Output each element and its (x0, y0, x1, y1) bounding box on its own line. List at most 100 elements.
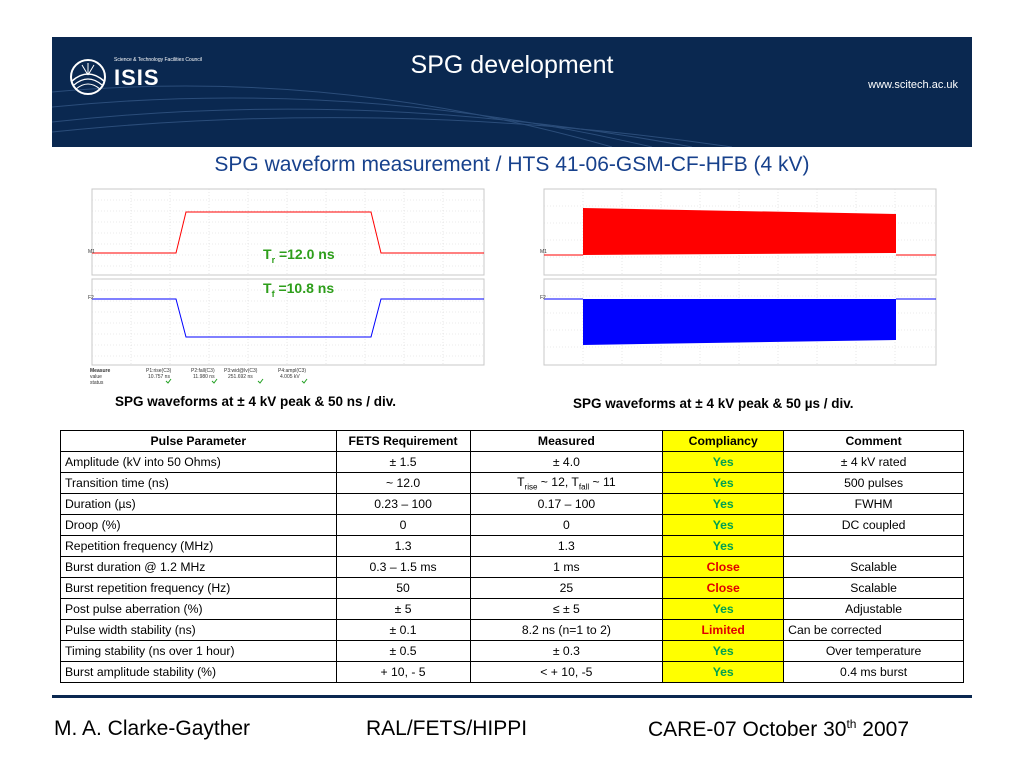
measure-param: P2:fall(C3) (191, 368, 215, 374)
check-icon (211, 378, 218, 384)
isis-logo-text: ISIS (114, 65, 160, 90)
compliancy-cell: Close (662, 556, 785, 578)
trace-red (92, 211, 484, 254)
footer-divider (52, 695, 972, 698)
measure-value: 11.980 ns (193, 374, 215, 380)
header-decoration (52, 85, 733, 147)
measured-cell: 0.17 – 100 (469, 493, 664, 515)
compliancy-cell: Yes (662, 640, 785, 662)
check-icon (257, 378, 264, 384)
table-row: Burst amplitude stability (%) + 10, - 5 … (60, 661, 964, 683)
compliancy-cell: Yes (662, 661, 785, 683)
requirement-cell: 0.3 – 1.5 ms (335, 556, 471, 578)
table-row: Repetition frequency (MHz) 1.3 1.3 Yes (60, 535, 964, 557)
table-row: Post pulse aberration (%) ± 5 ≤ ± 5 Yes … (60, 598, 964, 620)
requirement-cell: ~ 12.0 (335, 472, 471, 494)
compliancy-cell: Limited (662, 619, 785, 641)
svg-text:F2: F2 (88, 295, 94, 301)
param-cell: Pulse width stability (ns) (60, 619, 337, 641)
compliancy-cell: Yes (662, 514, 785, 536)
param-cell: Burst duration @ 1.2 MHz (60, 556, 337, 578)
measure-value: 251.692 ns (228, 374, 253, 380)
measure-value: 10.757 ns (148, 374, 170, 380)
measure-param: P1:rise(C3) (146, 368, 172, 374)
footer-project: RAL/FETS/HIPPI (366, 717, 528, 740)
measured-cell: < + 10, -5 (469, 661, 664, 683)
param-cell: Transition time (ns) (60, 472, 337, 494)
comment-cell: FWHM (783, 493, 964, 515)
isis-logo-icon (70, 59, 106, 95)
measured-cell: ± 0.3 (469, 640, 664, 662)
comment-cell: Over temperature (783, 640, 964, 662)
requirement-cell: ± 0.1 (335, 619, 471, 641)
comment-cell: Can be corrected (783, 619, 964, 641)
header-banner: Science & Technology Facilities Council … (52, 37, 972, 147)
measure-row-label: Measure (90, 368, 111, 374)
table-row: Transition time (ns) ~ 12.0 Trise ~ 12, … (60, 472, 964, 494)
table-row: Amplitude (kV into 50 Ohms) ± 1.5 ± 4.0 … (60, 451, 964, 473)
header-url: www.scitech.ac.uk (868, 79, 958, 91)
comment-cell (783, 535, 964, 557)
trace-blue (92, 298, 484, 338)
compliancy-cell: Yes (662, 535, 785, 557)
caption-right: SPG waveforms at ± 4 kV peak & 50 µs / d… (573, 396, 854, 411)
measured-cell: 1 ms (469, 556, 664, 578)
param-cell: Timing stability (ns over 1 hour) (60, 640, 337, 662)
comment-cell: Scalable (783, 556, 964, 578)
table-row: Burst duration @ 1.2 MHz 0.3 – 1.5 ms 1 … (60, 556, 964, 578)
compliancy-cell: Yes (662, 451, 785, 473)
compliancy-cell: Yes (662, 493, 785, 515)
svg-text:M1: M1 (88, 249, 95, 255)
check-icon (165, 378, 172, 384)
measure-param: P4:ampl(C3) (278, 368, 306, 374)
table-row: Timing stability (ns over 1 hour) ± 0.5 … (60, 640, 964, 662)
check-icon (301, 378, 308, 384)
scope-screenshot-left: M1 F2 Measure value status P1:rise(C3) P… (88, 187, 486, 387)
param-cell: Amplitude (kV into 50 Ohms) (60, 451, 337, 473)
org-line: Science & Technology Facilities Council (114, 57, 203, 63)
page-header-title: SPG development (410, 51, 614, 79)
burst-red (583, 208, 896, 255)
column-header: Compliancy (662, 430, 785, 452)
measure-value: 4.005 kV (280, 374, 300, 380)
param-cell: Burst amplitude stability (%) (60, 661, 337, 683)
measured-cell: 8.2 ns (n=1 to 2) (469, 619, 664, 641)
param-cell: Post pulse aberration (%) (60, 598, 337, 620)
measure-row-label: value (90, 374, 102, 380)
table-row: Pulse width stability (ns) ± 0.1 8.2 ns … (60, 619, 964, 641)
table-row: Burst repetition frequency (Hz) 50 25 Cl… (60, 577, 964, 599)
table-header-row: Pulse Parameter FETS Requirement Measure… (60, 430, 964, 452)
rise-time-label: Tr =12.0 ns (263, 246, 335, 265)
requirement-cell: 0 (335, 514, 471, 536)
svg-text:M1: M1 (540, 249, 547, 255)
measure-param: P3:wid@lv(C3) (224, 368, 258, 374)
measured-cell: Trise ~ 12, Tfall ~ 11 (469, 472, 664, 494)
comment-cell: 0.4 ms burst (783, 661, 964, 683)
caption-left: SPG waveforms at ± 4 kV peak & 50 ns / d… (115, 394, 397, 409)
requirement-cell: + 10, - 5 (335, 661, 471, 683)
burst-blue (583, 299, 896, 345)
svg-text:F2: F2 (540, 295, 546, 301)
requirement-cell: ± 5 (335, 598, 471, 620)
measured-cell: ≤ ± 5 (469, 598, 664, 620)
compliancy-cell: Yes (662, 472, 785, 494)
measured-cell: ± 4.0 (469, 451, 664, 473)
param-cell: Droop (%) (60, 514, 337, 536)
measure-row-label: status (90, 380, 104, 386)
fall-time-label: Tf =10.8 ns (263, 280, 335, 299)
compliance-table: Pulse Parameter FETS Requirement Measure… (60, 430, 964, 683)
compliancy-cell: Close (662, 577, 785, 599)
comment-cell: DC coupled (783, 514, 964, 536)
slide-title: SPG waveform measurement / HTS 41-06-GSM… (214, 153, 810, 176)
column-header: Comment (783, 430, 964, 452)
column-header: FETS Requirement (335, 430, 471, 452)
requirement-cell: ± 1.5 (335, 451, 471, 473)
requirement-cell: 0.23 – 100 (335, 493, 471, 515)
footer-event: CARE-07 October 30th 2007 (648, 717, 910, 741)
measured-cell: 25 (469, 577, 664, 599)
comment-cell: ± 4 kV rated (783, 451, 964, 473)
column-header: Measured (469, 430, 664, 452)
param-cell: Duration (µs) (60, 493, 337, 515)
measured-cell: 1.3 (469, 535, 664, 557)
comment-cell: Adjustable (783, 598, 964, 620)
